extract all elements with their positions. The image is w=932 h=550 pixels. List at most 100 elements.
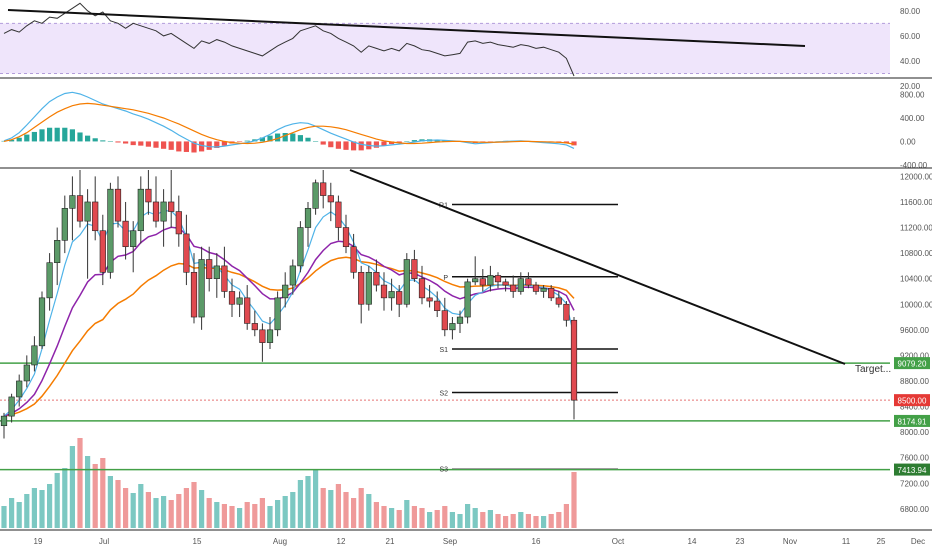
- time-tick: 21: [386, 537, 395, 546]
- volume-bar: [518, 512, 524, 528]
- macd-hist-bar: [214, 141, 220, 149]
- macd-axis: 800.00 400.00 0.00 -400.00: [900, 91, 928, 170]
- candle-body: [411, 259, 418, 279]
- candle-body: [479, 278, 486, 286]
- price-tick: 11200.00: [900, 224, 932, 233]
- candle-body: [472, 278, 479, 283]
- horizontal-levels[interactable]: [0, 362, 890, 471]
- candle-body: [259, 329, 266, 343]
- volume-bar: [525, 514, 531, 528]
- volume-bar: [472, 508, 478, 528]
- volume-bar: [305, 476, 311, 528]
- candle-body: [23, 364, 30, 382]
- time-tick: 25: [877, 537, 886, 546]
- time-tick: 14: [688, 537, 697, 546]
- volume-bar: [1, 506, 7, 528]
- candle-body: [548, 287, 555, 299]
- ema-slow-line: [3, 256, 575, 417]
- candle-body: [312, 182, 319, 209]
- candle-body: [426, 297, 433, 302]
- pivot-label: P: [443, 275, 448, 282]
- volume-bar: [138, 484, 144, 528]
- macd-hist-bar: [161, 141, 167, 149]
- macd-hist-bar: [381, 141, 387, 146]
- time-tick: 16: [532, 537, 541, 546]
- volume-bar: [351, 498, 357, 528]
- volume-bar: [92, 464, 98, 528]
- rsi-axis: 80.00 60.00 40.00 20.00: [900, 7, 921, 91]
- volume-bar: [366, 494, 372, 528]
- macd-hist-bar: [487, 141, 493, 142]
- macd-hist-bar: [237, 141, 243, 142]
- candle-body: [502, 281, 509, 286]
- volume-bar: [199, 490, 205, 528]
- macd-hist-bar: [275, 133, 281, 142]
- volume-bar: [221, 504, 227, 528]
- price-axis-level-labels: 9079.20 8500.00 8174.91 7413.94: [894, 357, 930, 476]
- macd-hist-bar: [244, 140, 250, 142]
- candle-body: [304, 208, 312, 228]
- candle-body: [327, 195, 334, 203]
- candle-body: [16, 380, 23, 398]
- macd-hist-bar: [92, 138, 98, 142]
- volume-bar: [39, 490, 45, 528]
- candle-body: [31, 345, 38, 366]
- volume-bar: [358, 488, 364, 528]
- macd-hist-bar: [199, 141, 205, 152]
- level-label-box: [894, 463, 930, 476]
- macd-hist-bar: [328, 141, 334, 148]
- volume-bar: [343, 492, 349, 528]
- macd-hist-bar: [183, 141, 189, 152]
- candle-body: [54, 240, 61, 263]
- candle-body: [350, 246, 357, 273]
- price-trendline[interactable]: [349, 169, 846, 365]
- volume-bar: [145, 492, 151, 528]
- macd-hist-bar: [191, 141, 197, 153]
- macd-hist-bar: [396, 141, 402, 143]
- candle-body: [525, 278, 532, 286]
- rsi-tick: 80.00: [900, 7, 921, 16]
- time-axis: 19 Jul 15 Aug 12 21 Sep 16 Oct 14 23 Nov 11 25 Dec: [34, 537, 926, 546]
- ema-fast-line: [3, 210, 575, 417]
- macd-hist-bar: [221, 141, 227, 146]
- level-label: 7413.94: [898, 466, 927, 475]
- pivot-label: S3: [439, 467, 448, 474]
- candle-body: [396, 291, 403, 305]
- rsi-pane: 80.00 60.00 40.00 20.00: [0, 2, 921, 91]
- price-tick: 8000.00: [900, 428, 929, 437]
- macd-hist-bar: [389, 141, 395, 145]
- candle-body: [228, 291, 236, 305]
- level-label-box: [894, 394, 930, 407]
- volume-bar: [297, 480, 303, 528]
- volume-bar: [404, 500, 410, 528]
- candle-body: [510, 284, 517, 292]
- macd-hist-bar: [107, 141, 113, 142]
- macd-hist-bar: [335, 141, 341, 149]
- ema-mid-line: [3, 226, 575, 417]
- price-tick: 10800.00: [900, 249, 932, 258]
- candle-body: [494, 275, 502, 283]
- macd-tick: -400.00: [900, 161, 928, 170]
- volume-bar: [548, 514, 554, 528]
- volume-bar: [161, 496, 167, 528]
- level-label: 9079.20: [898, 360, 927, 369]
- volume-bar: [381, 506, 387, 528]
- level-label: 8500.00: [898, 397, 927, 406]
- volume-bar: [282, 496, 288, 528]
- candle-body: [145, 188, 152, 203]
- rsi-trendline[interactable]: [7, 9, 806, 47]
- macd-hist-bar: [54, 127, 60, 142]
- macd-hist-bar: [47, 127, 53, 142]
- macd-hist-bar: [351, 141, 357, 151]
- macd-tick: 0.00: [900, 137, 916, 146]
- volume-bar: [168, 500, 174, 528]
- candle-body: [99, 230, 106, 273]
- level-label-box: [894, 357, 930, 370]
- volume-bar: [563, 504, 569, 528]
- macd-histogram: [1, 127, 577, 153]
- volume-bar: [427, 512, 433, 528]
- macd-hist-bar: [123, 141, 129, 144]
- time-tick: Nov: [783, 537, 797, 546]
- price-pane: R1PS1S2S3 Target... 12000.0011600.001120…: [0, 169, 932, 528]
